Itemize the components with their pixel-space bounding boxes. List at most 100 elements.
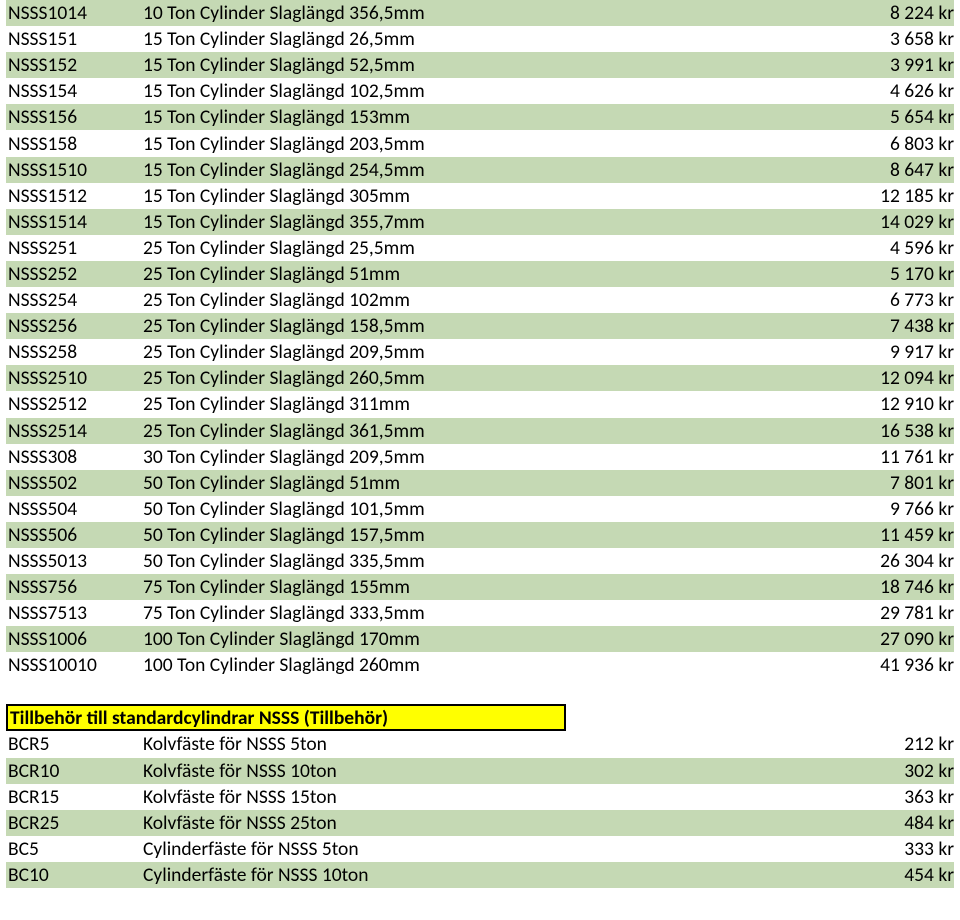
- product-code: NSSS1510: [6, 158, 143, 182]
- product-code: BCR10: [6, 759, 143, 783]
- section-gap: [6, 678, 954, 704]
- price-list-page: NSSS101410 Ton Cylinder Slaglängd 356,5m…: [0, 0, 960, 888]
- table-row: NSSS25425 Ton Cylinder Slaglängd 102mm6 …: [6, 287, 954, 313]
- product-description: 50 Ton Cylinder Slaglängd 51mm: [143, 471, 824, 495]
- product-code: NSSS2510: [6, 366, 143, 390]
- product-price: 7 801 kr: [824, 471, 954, 495]
- product-price: 4 626 kr: [824, 79, 954, 103]
- product-code: NSSS2512: [6, 392, 143, 416]
- product-description: 50 Ton Cylinder Slaglängd 335,5mm: [143, 549, 824, 573]
- table-row: NSSS151215 Ton Cylinder Slaglängd 305mm1…: [6, 183, 954, 209]
- table-row: NSSS101410 Ton Cylinder Slaglängd 356,5m…: [6, 0, 954, 26]
- product-description: 15 Ton Cylinder Slaglängd 203,5mm: [143, 132, 824, 156]
- product-price: 302 kr: [824, 759, 954, 783]
- table-row: NSSS151415 Ton Cylinder Slaglängd 355,7m…: [6, 209, 954, 235]
- product-price: 9 917 kr: [824, 340, 954, 364]
- product-price: 27 090 kr: [824, 627, 954, 651]
- product-price: 3 991 kr: [824, 53, 954, 77]
- product-description: 15 Ton Cylinder Slaglängd 26,5mm: [143, 27, 824, 51]
- product-code: NSSS2514: [6, 419, 143, 443]
- table-row: NSSS751375 Ton Cylinder Slaglängd 333,5m…: [6, 600, 954, 626]
- product-description: 75 Ton Cylinder Slaglängd 155mm: [143, 575, 824, 599]
- product-price: 14 029 kr: [824, 210, 954, 234]
- product-code: NSSS756: [6, 575, 143, 599]
- product-code: NSSS154: [6, 79, 143, 103]
- table-row: NSSS251225 Ton Cylinder Slaglängd 311mm1…: [6, 391, 954, 417]
- main-price-table: NSSS101410 Ton Cylinder Slaglängd 356,5m…: [6, 0, 954, 678]
- product-price: 12 094 kr: [824, 366, 954, 390]
- product-description: 25 Ton Cylinder Slaglängd 102mm: [143, 288, 824, 312]
- table-row: NSSS15815 Ton Cylinder Slaglängd 203,5mm…: [6, 130, 954, 156]
- table-row: NSSS50250 Ton Cylinder Slaglängd 51mm7 8…: [6, 470, 954, 496]
- table-row: NSSS151015 Ton Cylinder Slaglängd 254,5m…: [6, 157, 954, 183]
- product-description: 75 Ton Cylinder Slaglängd 333,5mm: [143, 601, 824, 625]
- product-price: 5 170 kr: [824, 262, 954, 286]
- product-description: Kolvfäste för NSSS 25ton: [143, 811, 824, 835]
- product-code: NSSS308: [6, 445, 143, 469]
- product-code: NSSS10010: [6, 653, 143, 677]
- product-price: 5 654 kr: [824, 105, 954, 129]
- table-row: BCR5Kolvfäste för NSSS 5ton212 kr: [6, 731, 954, 757]
- product-description: 30 Ton Cylinder Slaglängd 209,5mm: [143, 445, 824, 469]
- product-code: NSSS506: [6, 523, 143, 547]
- table-row: NSSS50650 Ton Cylinder Slaglängd 157,5mm…: [6, 522, 954, 548]
- product-code: NSSS5013: [6, 549, 143, 573]
- table-row: NSSS15415 Ton Cylinder Slaglängd 102,5mm…: [6, 78, 954, 104]
- product-code: BCR5: [6, 732, 143, 756]
- product-price: 454 kr: [824, 863, 954, 887]
- product-description: Cylinderfäste för NSSS 10ton: [143, 863, 824, 887]
- product-price: 12 910 kr: [824, 392, 954, 416]
- product-description: 100 Ton Cylinder Slaglängd 260mm: [143, 653, 824, 677]
- product-description: 25 Ton Cylinder Slaglängd 311mm: [143, 392, 824, 416]
- table-row: NSSS251425 Ton Cylinder Slaglängd 361,5m…: [6, 418, 954, 444]
- table-row: NSSS30830 Ton Cylinder Slaglängd 209,5mm…: [6, 444, 954, 470]
- product-code: NSSS151: [6, 27, 143, 51]
- table-row: NSSS25125 Ton Cylinder Slaglängd 25,5mm4…: [6, 235, 954, 261]
- product-price: 9 766 kr: [824, 497, 954, 521]
- product-code: BC10: [6, 863, 143, 887]
- product-price: 6 773 kr: [824, 288, 954, 312]
- table-row: NSSS75675 Ton Cylinder Slaglängd 155mm18…: [6, 574, 954, 600]
- product-code: NSSS156: [6, 105, 143, 129]
- product-description: 25 Ton Cylinder Slaglängd 51mm: [143, 262, 824, 286]
- table-row: BCR15Kolvfäste för NSSS 15ton363 kr: [6, 784, 954, 810]
- product-description: Kolvfäste för NSSS 10ton: [143, 759, 824, 783]
- product-code: BC5: [6, 837, 143, 861]
- product-description: 50 Ton Cylinder Slaglängd 101,5mm: [143, 497, 824, 521]
- product-code: NSSS152: [6, 53, 143, 77]
- product-code: NSSS502: [6, 471, 143, 495]
- table-row: NSSS501350 Ton Cylinder Slaglängd 335,5m…: [6, 548, 954, 574]
- section-title: Tillbehör till standardcylindrar NSSS (T…: [10, 706, 388, 730]
- table-row: NSSS50450 Ton Cylinder Slaglängd 101,5mm…: [6, 496, 954, 522]
- table-row: NSSS10010100 Ton Cylinder Slaglängd 260m…: [6, 652, 954, 678]
- product-code: NSSS1006: [6, 627, 143, 651]
- product-price: 484 kr: [824, 811, 954, 835]
- product-code: BCR25: [6, 811, 143, 835]
- product-code: NSSS7513: [6, 601, 143, 625]
- product-description: 10 Ton Cylinder Slaglängd 356,5mm: [143, 1, 824, 25]
- table-row: NSSS15215 Ton Cylinder Slaglängd 52,5mm3…: [6, 52, 954, 78]
- product-code: NSSS254: [6, 288, 143, 312]
- product-code: NSSS504: [6, 497, 143, 521]
- product-code: NSSS252: [6, 262, 143, 286]
- product-price: 333 kr: [824, 837, 954, 861]
- product-price: 11 459 kr: [824, 523, 954, 547]
- product-code: NSSS158: [6, 132, 143, 156]
- product-description: 25 Ton Cylinder Slaglängd 158,5mm: [143, 314, 824, 338]
- product-price: 18 746 kr: [824, 575, 954, 599]
- table-row: NSSS15615 Ton Cylinder Slaglängd 153mm5 …: [6, 104, 954, 130]
- product-price: 4 596 kr: [824, 236, 954, 260]
- table-row: NSSS25625 Ton Cylinder Slaglängd 158,5mm…: [6, 313, 954, 339]
- product-price: 41 936 kr: [824, 653, 954, 677]
- table-row: NSSS251025 Ton Cylinder Slaglängd 260,5m…: [6, 365, 954, 391]
- table-row: NSSS15115 Ton Cylinder Slaglängd 26,5mm3…: [6, 26, 954, 52]
- product-price: 16 538 kr: [824, 419, 954, 443]
- table-row: NSSS1006100 Ton Cylinder Slaglängd 170mm…: [6, 626, 954, 652]
- product-description: 15 Ton Cylinder Slaglängd 153mm: [143, 105, 824, 129]
- table-row: BCR25Kolvfäste för NSSS 25ton484 kr: [6, 810, 954, 836]
- product-description: 50 Ton Cylinder Slaglängd 157,5mm: [143, 523, 824, 547]
- product-price: 11 761 kr: [824, 445, 954, 469]
- product-code: NSSS256: [6, 314, 143, 338]
- product-code: NSSS1512: [6, 184, 143, 208]
- product-price: 7 438 kr: [824, 314, 954, 338]
